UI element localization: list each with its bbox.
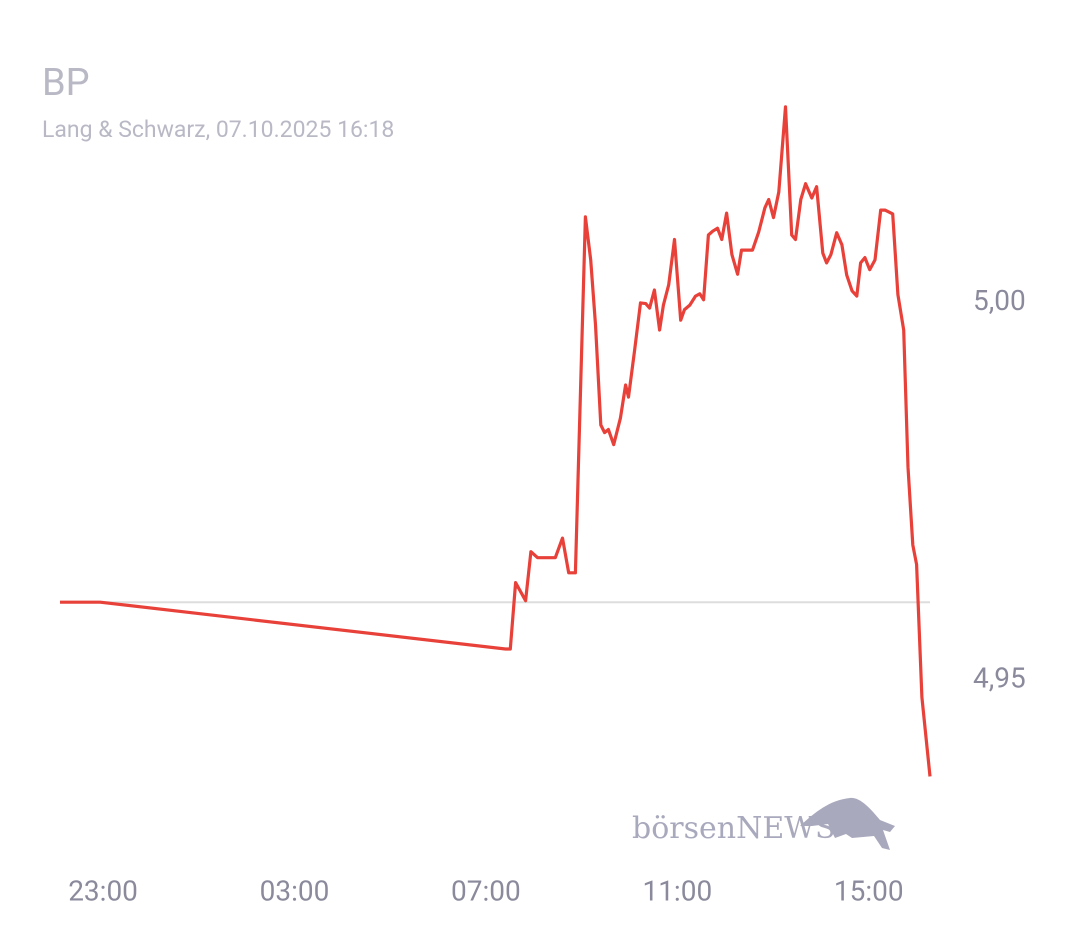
x-tick-label: 07:00 <box>451 874 521 907</box>
x-tick-label: 15:00 <box>834 874 904 907</box>
x-tick-label: 23:00 <box>68 874 138 907</box>
price-line <box>60 105 932 777</box>
x-tick-label: 03:00 <box>260 874 330 907</box>
watermark: börsenNEWS <box>632 811 836 846</box>
y-tick-label: 4,95 <box>973 661 1026 694</box>
watermark-icon <box>800 797 895 850</box>
y-tick-label: 5,00 <box>973 284 1026 317</box>
x-tick-label: 11:00 <box>642 874 712 907</box>
chart-subtitle: Lang & Schwarz, 07.10.2025 16:18 <box>42 116 394 143</box>
chart-title: BP <box>42 61 90 105</box>
